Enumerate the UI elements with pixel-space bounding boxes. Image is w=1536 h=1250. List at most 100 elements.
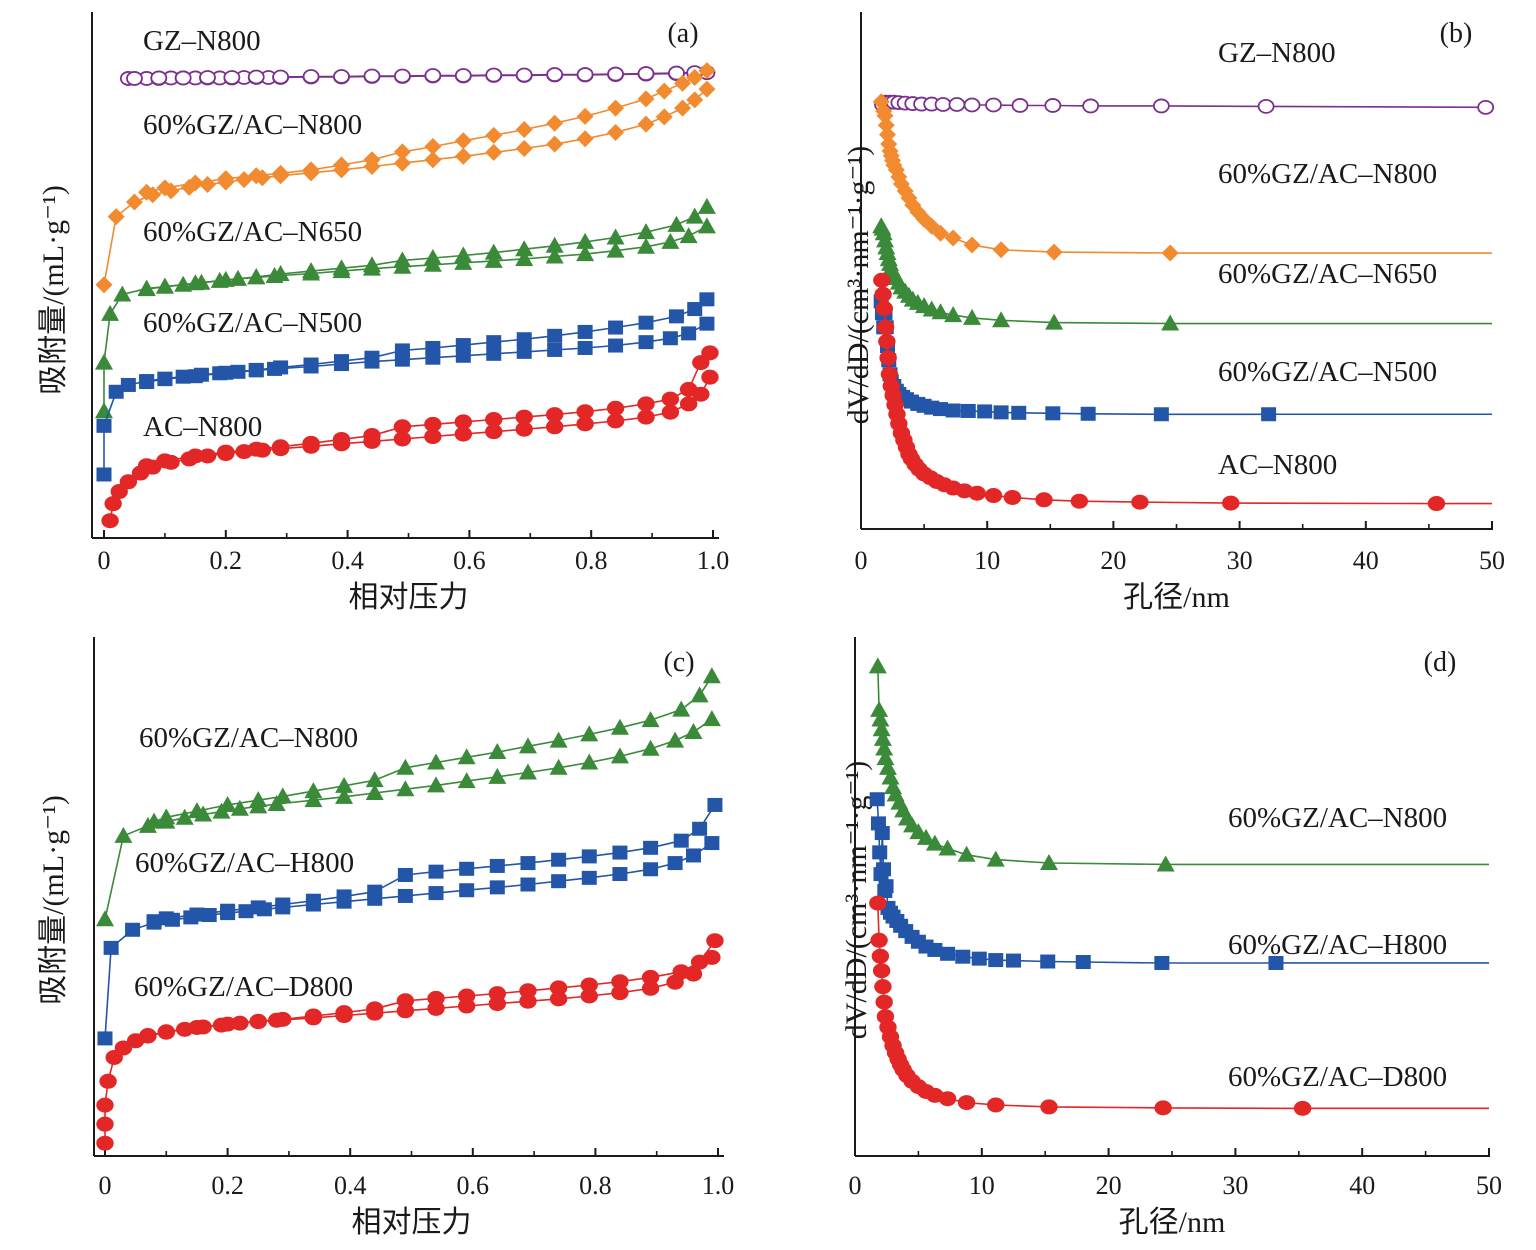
data-point <box>1075 955 1091 970</box>
data-point <box>607 99 625 117</box>
data-point <box>186 174 204 192</box>
data-point <box>484 243 503 260</box>
data-point <box>95 353 113 370</box>
x-tick-label: 0.6 <box>453 546 486 575</box>
y-axis-title: dV/dD/(cm³·nm⁻¹·g⁻¹) <box>842 146 875 425</box>
data-point <box>968 485 986 501</box>
data-point <box>362 256 381 273</box>
data-point <box>427 753 446 770</box>
data-point <box>655 108 673 126</box>
data-point <box>545 407 564 423</box>
data-point <box>610 747 629 764</box>
data-point <box>393 431 412 447</box>
data-point <box>335 1005 353 1021</box>
series-60pctgz-ac-n800 <box>872 93 1492 262</box>
data-point <box>1161 244 1179 262</box>
data-point <box>428 864 444 879</box>
data-point <box>186 274 205 291</box>
data-point <box>396 758 415 775</box>
data-point <box>486 335 502 350</box>
x-tick-label: 0 <box>855 546 868 575</box>
data-point <box>485 424 503 440</box>
data-point <box>459 861 475 876</box>
data-point <box>697 197 716 214</box>
data-point <box>520 856 536 871</box>
data-point <box>139 1028 157 1044</box>
series-ac-n800 <box>873 272 1492 512</box>
data-point <box>638 335 654 350</box>
data-point <box>934 97 952 112</box>
data-point <box>249 1013 267 1029</box>
data-point <box>247 167 265 185</box>
data-point <box>932 224 950 242</box>
data-point <box>875 739 894 756</box>
data-point <box>704 836 720 851</box>
data-point <box>637 396 655 412</box>
data-point <box>672 964 690 980</box>
data-point <box>957 845 976 862</box>
data-point <box>685 207 704 224</box>
x-tick-label: 0 <box>849 1171 862 1200</box>
series-60pctgz-ac-n650 <box>95 197 716 419</box>
data-point <box>175 369 191 384</box>
data-point <box>516 332 532 347</box>
data-point <box>146 914 162 929</box>
data-point <box>948 97 966 112</box>
data-point <box>363 428 381 444</box>
data-point <box>519 993 537 1009</box>
data-point <box>638 315 654 330</box>
data-point <box>332 431 351 447</box>
data-point <box>963 236 981 254</box>
data-point <box>333 69 350 84</box>
data-point <box>549 980 568 996</box>
data-point <box>96 1097 114 1113</box>
series-line-adsorption <box>109 376 711 521</box>
data-point <box>546 135 564 153</box>
data-point <box>984 488 1003 504</box>
data-point <box>1082 98 1100 114</box>
data-point <box>876 862 892 877</box>
data-point <box>137 458 156 474</box>
data-point <box>120 377 136 392</box>
data-point <box>334 354 350 369</box>
data-point <box>1040 853 1059 870</box>
data-point <box>869 895 887 911</box>
data-point <box>335 787 354 804</box>
data-point <box>637 409 655 425</box>
data-point <box>96 1135 114 1151</box>
data-point <box>661 232 680 249</box>
data-point <box>1427 496 1446 512</box>
data-point <box>394 343 410 358</box>
data-point <box>643 840 659 855</box>
series-60pctgz-ac-d800 <box>869 895 1489 1116</box>
data-point <box>637 223 656 240</box>
data-point <box>150 70 168 86</box>
data-point <box>876 319 895 335</box>
data-point <box>673 833 689 848</box>
data-point <box>637 90 655 108</box>
data-point <box>674 99 692 117</box>
data-point <box>272 69 290 85</box>
data-point <box>113 285 132 302</box>
data-point <box>272 164 290 182</box>
data-point <box>1003 489 1022 505</box>
x-tick-label: 0 <box>98 546 111 575</box>
data-point <box>873 729 892 746</box>
data-point <box>686 91 704 109</box>
data-point <box>690 686 709 703</box>
data-point <box>880 366 899 382</box>
data-point <box>457 988 476 1004</box>
data-point <box>187 802 206 819</box>
data-point <box>518 737 537 754</box>
data-point <box>125 922 141 937</box>
data-point <box>668 309 684 324</box>
data-point <box>425 340 441 355</box>
data-point <box>643 862 659 877</box>
data-point <box>1477 99 1495 115</box>
data-point <box>699 316 715 331</box>
data-point <box>988 953 1004 968</box>
x-tick-label: 0 <box>99 1171 112 1200</box>
data-point <box>1261 407 1277 422</box>
data-point <box>488 743 507 760</box>
x-tick-label: 0.6 <box>457 1171 490 1200</box>
